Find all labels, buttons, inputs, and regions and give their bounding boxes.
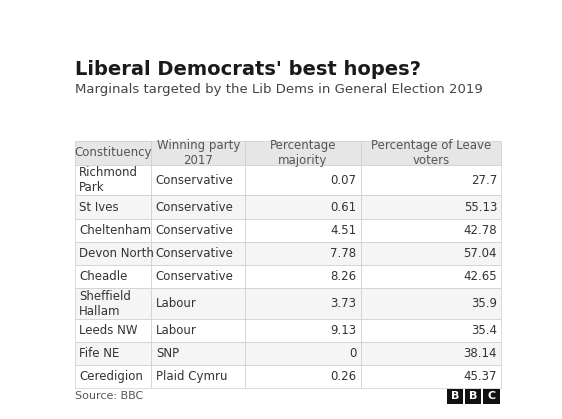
Text: 0.61: 0.61 — [330, 201, 356, 214]
Bar — [151, 265, 246, 288]
Text: 35.9: 35.9 — [471, 297, 497, 310]
Bar — [151, 365, 246, 388]
Text: 0.07: 0.07 — [330, 174, 356, 187]
Text: Conservative: Conservative — [156, 270, 234, 283]
Text: 55.13: 55.13 — [464, 201, 497, 214]
Text: 35.4: 35.4 — [471, 324, 497, 337]
Bar — [75, 195, 151, 219]
Text: 3.73: 3.73 — [330, 297, 356, 310]
Text: Winning party
2017: Winning party 2017 — [157, 139, 240, 167]
Bar — [75, 265, 151, 288]
Bar — [465, 389, 482, 404]
Bar — [361, 265, 501, 288]
Text: Source: BBC: Source: BBC — [75, 391, 143, 401]
Text: Conservative: Conservative — [156, 224, 234, 237]
Text: 0: 0 — [349, 347, 356, 360]
Bar — [246, 165, 361, 195]
Bar — [151, 165, 246, 195]
Bar — [151, 242, 246, 265]
Bar — [75, 141, 151, 165]
Bar — [361, 141, 501, 165]
Bar — [151, 288, 246, 319]
Text: 8.26: 8.26 — [330, 270, 356, 283]
Bar — [246, 265, 361, 288]
Bar — [361, 342, 501, 365]
Text: Labour: Labour — [156, 324, 197, 337]
Bar — [151, 342, 246, 365]
Text: Cheltenham: Cheltenham — [79, 224, 151, 237]
Text: Percentage of Leave
voters: Percentage of Leave voters — [371, 139, 491, 167]
Text: Plaid Cymru: Plaid Cymru — [156, 370, 227, 383]
Text: Labour: Labour — [156, 297, 197, 310]
Bar — [151, 141, 246, 165]
Text: Conservative: Conservative — [156, 247, 234, 260]
Bar — [75, 219, 151, 242]
Text: 57.04: 57.04 — [464, 247, 497, 260]
Bar — [75, 365, 151, 388]
Bar — [151, 195, 246, 219]
Bar — [361, 219, 501, 242]
Text: SNP: SNP — [156, 347, 179, 360]
Text: Constituency: Constituency — [74, 146, 152, 159]
Bar — [246, 288, 361, 319]
Bar — [75, 242, 151, 265]
Text: Sheffield
Hallam: Sheffield Hallam — [79, 290, 131, 318]
Text: Devon North: Devon North — [79, 247, 154, 260]
Text: Fife NE: Fife NE — [79, 347, 119, 360]
Bar — [447, 389, 463, 404]
Bar — [151, 219, 246, 242]
Text: Percentage
majority: Percentage majority — [270, 139, 336, 167]
Bar — [361, 242, 501, 265]
Text: Ceredigion: Ceredigion — [79, 370, 143, 383]
Bar — [361, 195, 501, 219]
Text: 42.78: 42.78 — [464, 224, 497, 237]
Text: 38.14: 38.14 — [464, 347, 497, 360]
Bar — [246, 242, 361, 265]
Text: Marginals targeted by the Lib Dems in General Election 2019: Marginals targeted by the Lib Dems in Ge… — [75, 83, 482, 96]
Bar — [246, 219, 361, 242]
Text: B: B — [469, 391, 477, 401]
Text: 7.78: 7.78 — [330, 247, 356, 260]
Text: 45.37: 45.37 — [464, 370, 497, 383]
Text: 0.26: 0.26 — [330, 370, 356, 383]
Text: Richmond
Park: Richmond Park — [79, 166, 138, 194]
Text: 9.13: 9.13 — [330, 324, 356, 337]
Text: Conservative: Conservative — [156, 201, 234, 214]
Text: St Ives: St Ives — [79, 201, 119, 214]
Text: 4.51: 4.51 — [330, 224, 356, 237]
Bar — [483, 389, 500, 404]
Bar — [75, 165, 151, 195]
Bar — [75, 288, 151, 319]
Text: C: C — [487, 391, 496, 401]
Bar — [246, 342, 361, 365]
Text: Liberal Democrats' best hopes?: Liberal Democrats' best hopes? — [75, 60, 420, 79]
Bar — [361, 319, 501, 342]
Bar — [246, 195, 361, 219]
Text: Cheadle: Cheadle — [79, 270, 128, 283]
Bar — [361, 288, 501, 319]
Bar — [246, 141, 361, 165]
Bar — [246, 365, 361, 388]
Bar — [75, 342, 151, 365]
Text: Conservative: Conservative — [156, 174, 234, 187]
Bar — [361, 165, 501, 195]
Text: Leeds NW: Leeds NW — [79, 324, 138, 337]
Text: 27.7: 27.7 — [471, 174, 497, 187]
Bar — [151, 319, 246, 342]
Bar — [246, 319, 361, 342]
Bar — [75, 319, 151, 342]
Text: B: B — [451, 391, 459, 401]
Text: 42.65: 42.65 — [464, 270, 497, 283]
Bar — [361, 365, 501, 388]
